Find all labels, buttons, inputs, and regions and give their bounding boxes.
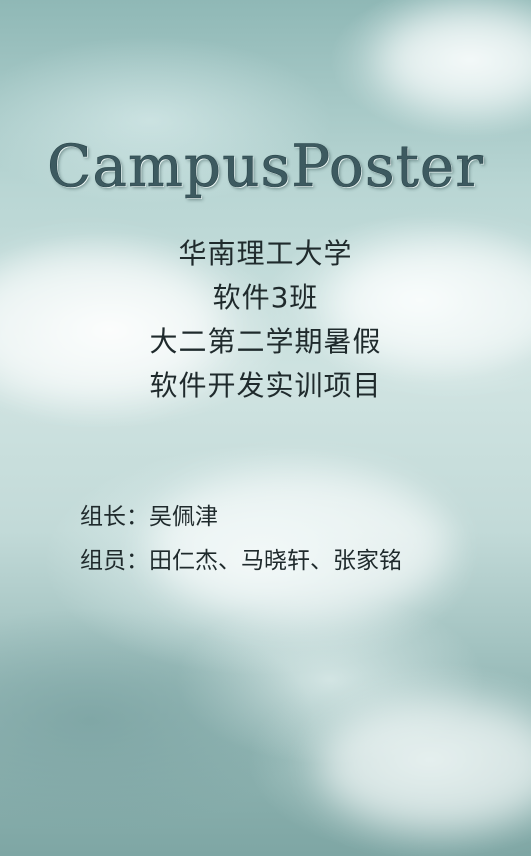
app-title: CampusPoster [47,132,484,201]
leader-label: 组长： [80,504,149,530]
cloud-shape [0,250,220,400]
cloud-shape [380,10,531,110]
leader-row: 组长：吴佩津 [80,495,402,539]
cloud-shape [320,700,531,830]
members-names: 田仁杰、马晓轩、张家铭 [149,548,402,574]
cloud-shape [150,470,450,620]
university-name: 华南理工大学 [178,237,353,270]
members-row: 组员：田仁杰、马晓轩、张家铭 [80,539,402,583]
cloud-shape [330,240,531,370]
semester: 大二第二学期暑假 [149,325,382,358]
team-info: 组长：吴佩津 组员：田仁杰、马晓轩、张家铭 [80,495,402,583]
class-name: 软件3班 [212,281,319,314]
project-intro: 华南理工大学 软件3班 大二第二学期暑假 软件开发实训项目 [0,232,531,408]
leader-name: 吴佩津 [149,504,218,530]
members-label: 组员： [80,548,149,574]
project-type: 软件开发实训项目 [149,369,382,402]
